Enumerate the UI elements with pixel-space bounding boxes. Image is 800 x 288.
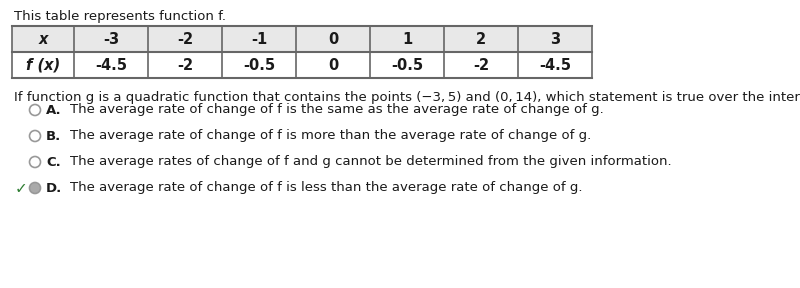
Text: 3: 3	[550, 31, 560, 46]
Text: The average rates of change of f and g cannot be determined from the given infor: The average rates of change of f and g c…	[70, 156, 672, 168]
Text: x: x	[38, 31, 48, 46]
Text: -1: -1	[251, 31, 267, 46]
Text: -3: -3	[103, 31, 119, 46]
Text: -2: -2	[177, 31, 193, 46]
Text: A.: A.	[46, 103, 62, 117]
Text: D.: D.	[46, 181, 62, 194]
Text: The average rate of change of f is less than the average rate of change of g.: The average rate of change of f is less …	[70, 181, 582, 194]
Text: -0.5: -0.5	[243, 58, 275, 73]
Circle shape	[30, 183, 41, 194]
Bar	[12, 26, 592, 52]
Text: The average rate of change of f is more than the average rate of change of g.: The average rate of change of f is more …	[70, 130, 591, 143]
Text: 0: 0	[328, 31, 338, 46]
Circle shape	[30, 156, 41, 168]
Text: The average rate of change of f is the same as the average rate of change of g.: The average rate of change of f is the s…	[70, 103, 604, 117]
Text: 2: 2	[476, 31, 486, 46]
Circle shape	[30, 105, 41, 115]
Text: -2: -2	[177, 58, 193, 73]
Text: This table represents function f.: This table represents function f.	[14, 10, 226, 23]
Text: ✓: ✓	[14, 181, 27, 196]
Text: -4.5: -4.5	[539, 58, 571, 73]
Text: 1: 1	[402, 31, 412, 46]
Text: -0.5: -0.5	[391, 58, 423, 73]
Text: -2: -2	[473, 58, 489, 73]
Text: If function g is a quadratic function that contains the points (−3, 5) and (0, 1: If function g is a quadratic function th…	[14, 91, 800, 104]
Text: f (x): f (x)	[26, 58, 60, 73]
Circle shape	[30, 130, 41, 141]
Text: -4.5: -4.5	[95, 58, 127, 73]
Text: 0: 0	[328, 58, 338, 73]
Text: C.: C.	[46, 156, 61, 168]
Text: B.: B.	[46, 130, 62, 143]
